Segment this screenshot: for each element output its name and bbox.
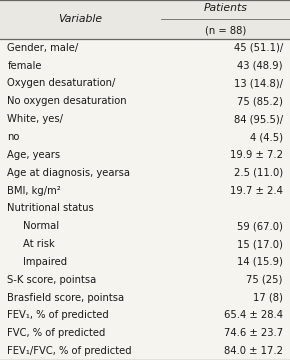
Text: 84 (95.5)/: 84 (95.5)/ (234, 114, 283, 124)
Text: 15 (17.0): 15 (17.0) (237, 239, 283, 249)
Text: 75 (85.2): 75 (85.2) (237, 96, 283, 106)
Text: FEV₁, % of predicted: FEV₁, % of predicted (7, 310, 109, 320)
Text: (n = 88): (n = 88) (205, 25, 246, 35)
Text: BMI, kg/m²: BMI, kg/m² (7, 185, 61, 195)
Text: no: no (7, 132, 20, 142)
Text: At risk: At risk (23, 239, 55, 249)
Text: Variable: Variable (58, 14, 103, 24)
Text: 19.9 ± 7.2: 19.9 ± 7.2 (230, 150, 283, 160)
Text: 84.0 ± 17.2: 84.0 ± 17.2 (224, 346, 283, 356)
Text: 59 (67.0): 59 (67.0) (237, 221, 283, 231)
Text: 2.5 (11.0): 2.5 (11.0) (234, 168, 283, 178)
Text: Oxygen desaturation/: Oxygen desaturation/ (7, 78, 116, 89)
Text: Impaired: Impaired (23, 257, 67, 267)
FancyBboxPatch shape (0, 0, 290, 39)
Text: Nutritional status: Nutritional status (7, 203, 94, 213)
Text: Age, years: Age, years (7, 150, 60, 160)
Text: Gender, male/: Gender, male/ (7, 43, 79, 53)
Text: No oxygen desaturation: No oxygen desaturation (7, 96, 127, 106)
Text: Brasfield score, pointsa: Brasfield score, pointsa (7, 293, 124, 302)
Text: Normal: Normal (23, 221, 59, 231)
Text: FVC, % of predicted: FVC, % of predicted (7, 328, 106, 338)
Text: S-K score, pointsa: S-K score, pointsa (7, 275, 97, 285)
Text: White, yes/: White, yes/ (7, 114, 63, 124)
Text: 65.4 ± 28.4: 65.4 ± 28.4 (224, 310, 283, 320)
Text: 74.6 ± 23.7: 74.6 ± 23.7 (224, 328, 283, 338)
Text: Patients: Patients (204, 3, 247, 13)
Text: 4 (4.5): 4 (4.5) (250, 132, 283, 142)
Text: 19.7 ± 2.4: 19.7 ± 2.4 (230, 185, 283, 195)
Text: 13 (14.8)/: 13 (14.8)/ (234, 78, 283, 89)
Text: 43 (48.9): 43 (48.9) (237, 60, 283, 71)
Text: FEV₁/FVC, % of predicted: FEV₁/FVC, % of predicted (7, 346, 132, 356)
Text: female: female (7, 60, 42, 71)
Text: 75 (25): 75 (25) (246, 275, 283, 285)
Text: 17 (8): 17 (8) (253, 293, 283, 302)
Text: Age at diagnosis, yearsa: Age at diagnosis, yearsa (7, 168, 130, 178)
Text: 45 (51.1)/: 45 (51.1)/ (233, 43, 283, 53)
Text: 14 (15.9): 14 (15.9) (237, 257, 283, 267)
